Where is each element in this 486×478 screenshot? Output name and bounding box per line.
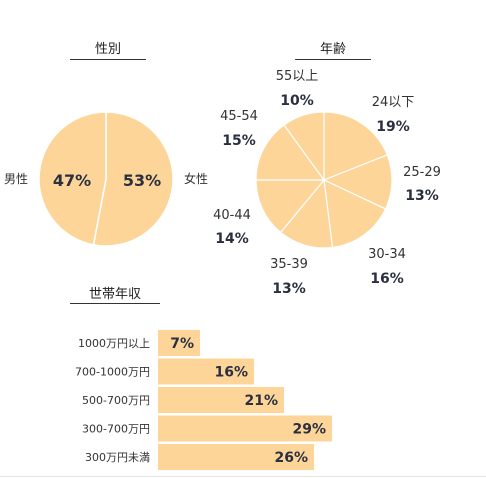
gender-slice-category-label: 女性 [184,171,208,186]
age-chart-title: 年齢 [319,42,346,57]
income-bar [158,387,284,413]
gender-chart-title: 性別 [94,42,121,57]
age-slice-category-label: 55以上 [276,69,319,84]
gender-slice-category-label: 男性 [4,172,28,186]
bottom-divider [0,476,486,477]
age-title-underline [295,59,371,60]
age-slice-value-label: 15% [222,133,256,149]
age-slice-value-label: 13% [405,188,439,204]
income-category-label: 700-1000万円 [75,366,150,379]
age-pie-slice [279,178,334,249]
age-pie-slice [323,111,389,181]
age-slice-category-label: 30-34 [368,247,406,262]
age-slice-category-label: 24以下 [372,95,415,110]
income-bar [158,358,254,385]
gender-pie-slice [38,111,107,246]
income-bar [158,415,332,442]
age-slice-category-label: 35-39 [270,257,308,272]
gender-slice-value-label: 53% [123,171,161,190]
age-slice-value-label: 10% [280,93,314,109]
income-category-label: 500-700万円 [82,394,150,407]
age-slice-value-label: 16% [370,271,404,287]
age-slice-value-label: 19% [376,119,410,135]
income-bar [158,330,200,356]
income-bar-value-label: 21% [244,393,278,409]
income-bar-value-label: 29% [292,422,326,438]
age-pie-slice [322,154,393,210]
age-slice-category-label: 40-44 [213,208,251,223]
income-category-label: 300-700万円 [82,423,150,436]
age-pie-slice [255,179,326,234]
age-slice-value-label: 13% [272,281,306,297]
income-category-label: 300万円未満 [85,451,150,464]
age-pie-slice [283,111,325,182]
gender-pie-slice [92,111,174,247]
income-bar-value-label: 16% [214,365,248,381]
income-category-label: 1000万円以上 [78,337,150,350]
income-bar-value-label: 7% [170,336,194,352]
age-slice-value-label: 14% [215,231,249,247]
age-slice-category-label: 25-29 [403,165,441,180]
income-title-underline [70,303,160,304]
age-slice-category-label: 45-54 [220,109,258,124]
income-bar-value-label: 26% [274,450,308,466]
age-pie-slice [255,124,326,181]
income-bar [158,444,314,470]
gender-title-underline [70,59,146,60]
income-chart-title: 世帯年収 [88,287,141,302]
gender-slice-value-label: 47% [53,171,91,190]
age-pie-slice [323,178,387,249]
